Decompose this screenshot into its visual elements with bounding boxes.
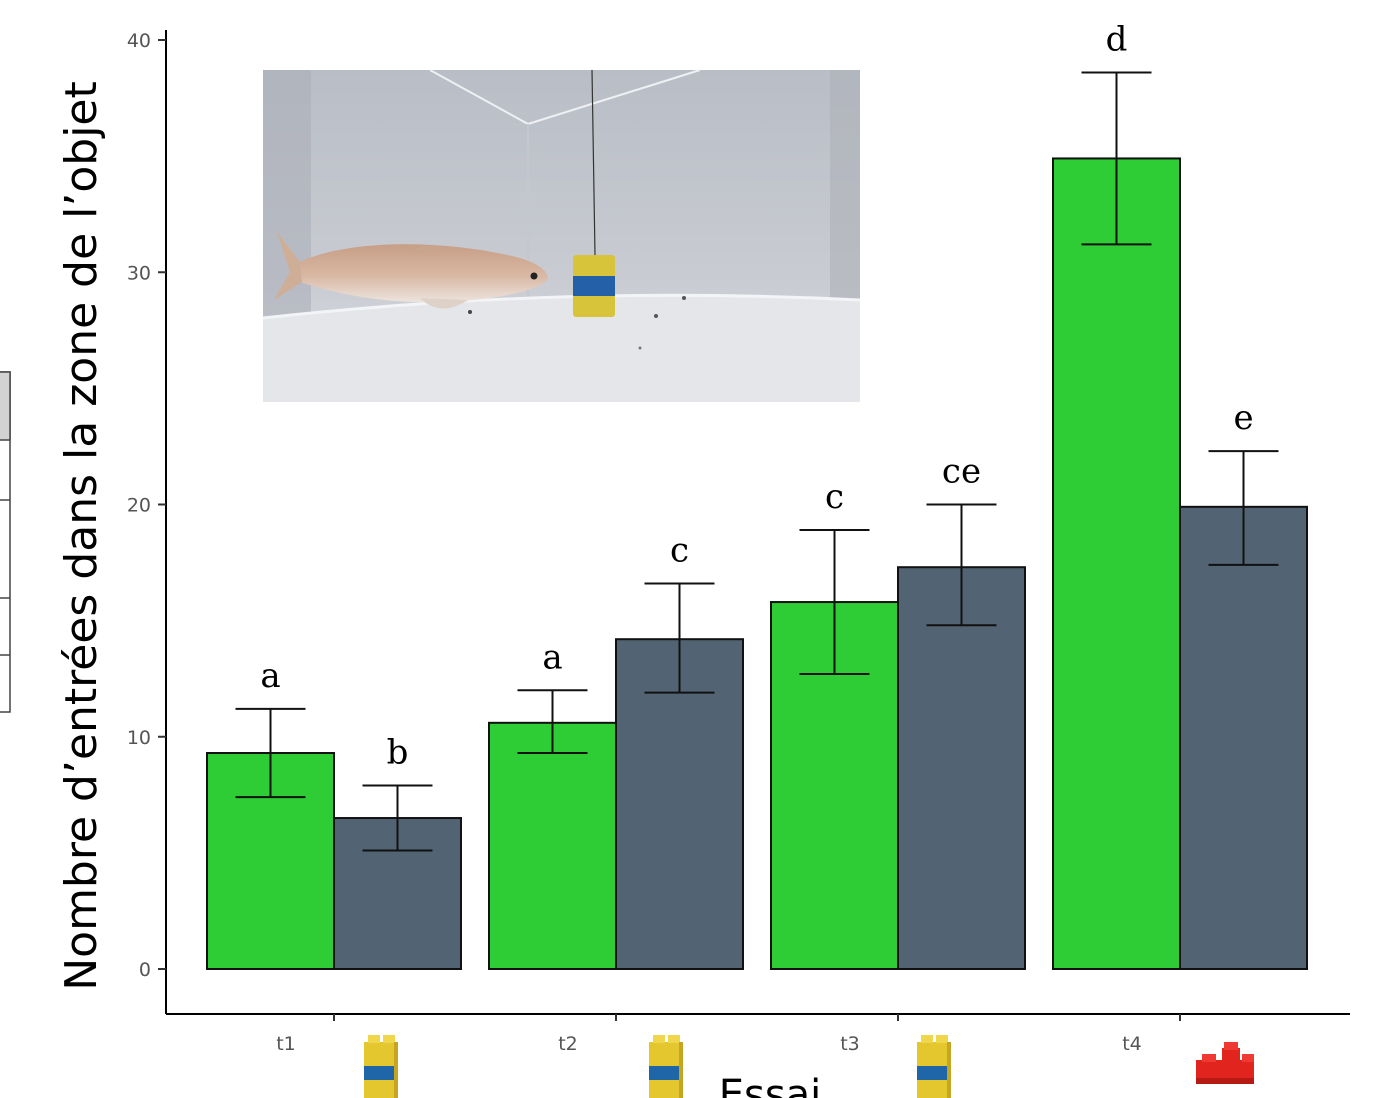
x-tick-label: t4 — [1122, 1033, 1142, 1055]
significance-letter: d — [1106, 20, 1128, 60]
x-tick-label: t1 — [276, 1033, 296, 1055]
significance-letter: ce — [942, 452, 981, 492]
red-lego-brick-icon — [1196, 1042, 1254, 1084]
y-tick-label: 20 — [127, 495, 151, 517]
y-tick-label: 40 — [127, 30, 151, 52]
x-axis-title: Essai — [719, 1072, 822, 1098]
y-tick-label: 0 — [139, 959, 151, 981]
y-tick-label: 30 — [127, 262, 151, 284]
x-tick-label: t2 — [558, 1033, 578, 1055]
x-tick-label: t3 — [840, 1033, 860, 1055]
cropped-side-panel — [0, 371, 11, 713]
yellow-blue-lego-block-icon — [649, 1035, 683, 1098]
y-axis-title: Nombre d’entrées dans la zone de l’objet — [56, 81, 107, 991]
bar-t3-series2 — [897, 566, 1026, 971]
significance-letter: c — [670, 530, 689, 570]
yellow-blue-lego-block-icon — [917, 1035, 951, 1098]
bar-t4-series2 — [1179, 505, 1308, 970]
significance-letter: a — [260, 656, 280, 696]
significance-letter: c — [825, 477, 844, 517]
bar-t2-series1 — [488, 721, 617, 970]
significance-letter: a — [542, 637, 562, 677]
fish-tank-photo — [262, 69, 861, 402]
significance-letter: b — [387, 733, 409, 773]
bar-t4-series1 — [1052, 157, 1181, 970]
yellow-blue-lego-block-icon — [364, 1035, 398, 1098]
fish-icon — [274, 232, 548, 309]
y-tick-label: 10 — [127, 727, 151, 749]
significance-letter: e — [1233, 398, 1253, 438]
